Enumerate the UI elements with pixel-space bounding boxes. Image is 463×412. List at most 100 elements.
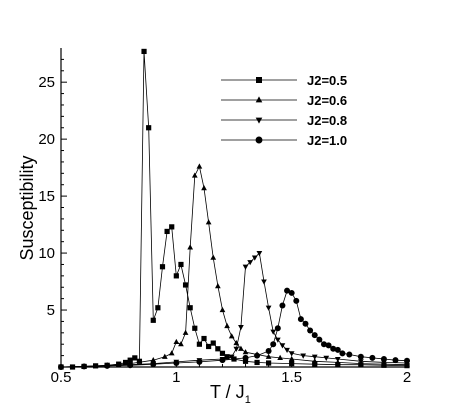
x-tick-label: 1 (172, 369, 180, 386)
data-point-series-1 (178, 261, 184, 268)
data-point-series-3 (311, 354, 318, 360)
plot-lines (60, 51, 408, 368)
data-point-series-4 (334, 346, 341, 353)
data-point-series-3 (238, 325, 244, 331)
data-point-series-2 (242, 349, 249, 355)
legend-label: J2=0.6 (307, 93, 347, 108)
data-point-series-1 (132, 355, 138, 361)
data-point-series-3 (323, 355, 330, 362)
data-point-series-1 (150, 317, 156, 323)
data-point-series-2 (187, 244, 194, 250)
data-point-series-1 (141, 48, 147, 55)
data-point-series-2 (288, 355, 295, 362)
data-point-series-2 (178, 341, 184, 347)
data-point-series-1 (187, 305, 193, 311)
data-point-series-4 (219, 357, 226, 364)
data-point-series-1 (136, 358, 143, 364)
x-tick-label: 2 (403, 369, 411, 386)
data-point-series-2 (233, 339, 240, 346)
data-point-series-3 (288, 351, 295, 357)
data-point-series-2 (214, 282, 221, 289)
y-tick-label: 25 (38, 74, 55, 91)
data-point-series-1 (242, 358, 249, 364)
data-point-series-2 (201, 185, 207, 191)
data-point-series-1 (266, 360, 272, 366)
legend-marker (256, 77, 262, 83)
data-point-series-4 (284, 287, 291, 294)
y-tick-label: 10 (38, 245, 55, 262)
data-point-series-4 (346, 351, 353, 358)
data-point-series-4 (392, 357, 399, 364)
data-point-series-2 (277, 354, 283, 360)
data-point-series-2 (311, 358, 318, 364)
data-point-series-1 (116, 361, 122, 367)
data-point-series-3 (358, 359, 364, 365)
data-point-series-2 (182, 329, 189, 335)
data-point-series-1 (146, 125, 152, 131)
x-axis-label-subscript: 1 (245, 394, 251, 406)
data-point-series-3 (279, 343, 286, 349)
data-point-series-1 (206, 343, 212, 350)
data-point-series-3 (381, 360, 387, 366)
legend-marker (255, 96, 263, 103)
data-point-series-4 (297, 316, 304, 323)
data-point-series-1 (219, 350, 226, 356)
legend: J2=0.5 J2=0.6 J2=0.8 J2=1.0 (221, 73, 347, 148)
data-point-series-2 (205, 219, 212, 225)
data-point-series-2 (168, 350, 175, 356)
data-point-series-2 (150, 357, 157, 363)
data-point-series-4 (274, 325, 281, 332)
data-point-series-3 (233, 346, 240, 352)
data-point-series-1 (231, 356, 237, 362)
data-point-series-1 (210, 340, 216, 346)
data-point-series-3 (265, 305, 272, 311)
data-point-series-4 (330, 345, 337, 352)
data-point-series-4 (293, 297, 300, 304)
data-point-series-4 (311, 332, 318, 339)
x-ticks: 0.5 1 1.5 2 (51, 361, 411, 386)
data-point-series-3 (261, 279, 267, 285)
y-ticks: 5 10 15 20 25 (38, 58, 67, 357)
data-point-series-1 (182, 282, 189, 288)
data-point-series-1 (155, 305, 161, 311)
data-point-series-4 (265, 348, 272, 355)
series-line-1 (61, 51, 408, 368)
data-point-series-4 (339, 350, 346, 357)
data-point-series-2 (238, 345, 244, 351)
data-point-series-3 (242, 264, 249, 270)
data-point-series-1 (215, 346, 221, 352)
y-tick-label: 15 (38, 188, 55, 205)
x-axis-label-main: T / J (210, 382, 245, 402)
data-point-series-1 (224, 354, 230, 360)
data-point-series-1 (196, 341, 202, 347)
data-point-series-3 (334, 356, 341, 363)
data-point-series-4 (369, 354, 376, 361)
data-point-series-3 (270, 329, 277, 335)
x-tick-label: 0.5 (51, 369, 72, 386)
data-point-series-3 (284, 347, 290, 354)
legend-label: J2=0.5 (307, 73, 347, 88)
data-point-series-4 (288, 289, 295, 296)
data-point-series-2 (161, 353, 168, 359)
data-point-series-3 (228, 354, 235, 360)
legend-marker (255, 136, 263, 144)
legend-label: J2=1.0 (307, 133, 347, 148)
data-point-series-4 (279, 302, 286, 309)
data-point-series-1 (169, 224, 175, 230)
data-point-series-3 (274, 337, 281, 343)
y-tick-label: 20 (38, 131, 55, 148)
y-tick-label: 5 (47, 302, 55, 319)
data-point-series-2 (228, 333, 235, 339)
data-point-series-3 (256, 250, 263, 257)
data-point-series-1 (254, 359, 260, 366)
legend-label: J2=0.8 (307, 113, 347, 128)
y-axis-label: Susceptibility (17, 155, 37, 260)
data-point-series-1 (201, 335, 207, 342)
data-point-series-2 (173, 338, 180, 345)
data-point-series-4 (316, 336, 323, 343)
axes (60, 48, 407, 368)
data-point-series-4 (270, 341, 277, 348)
series-line-3 (60, 252, 408, 368)
x-tick-label: 1.5 (281, 369, 302, 386)
